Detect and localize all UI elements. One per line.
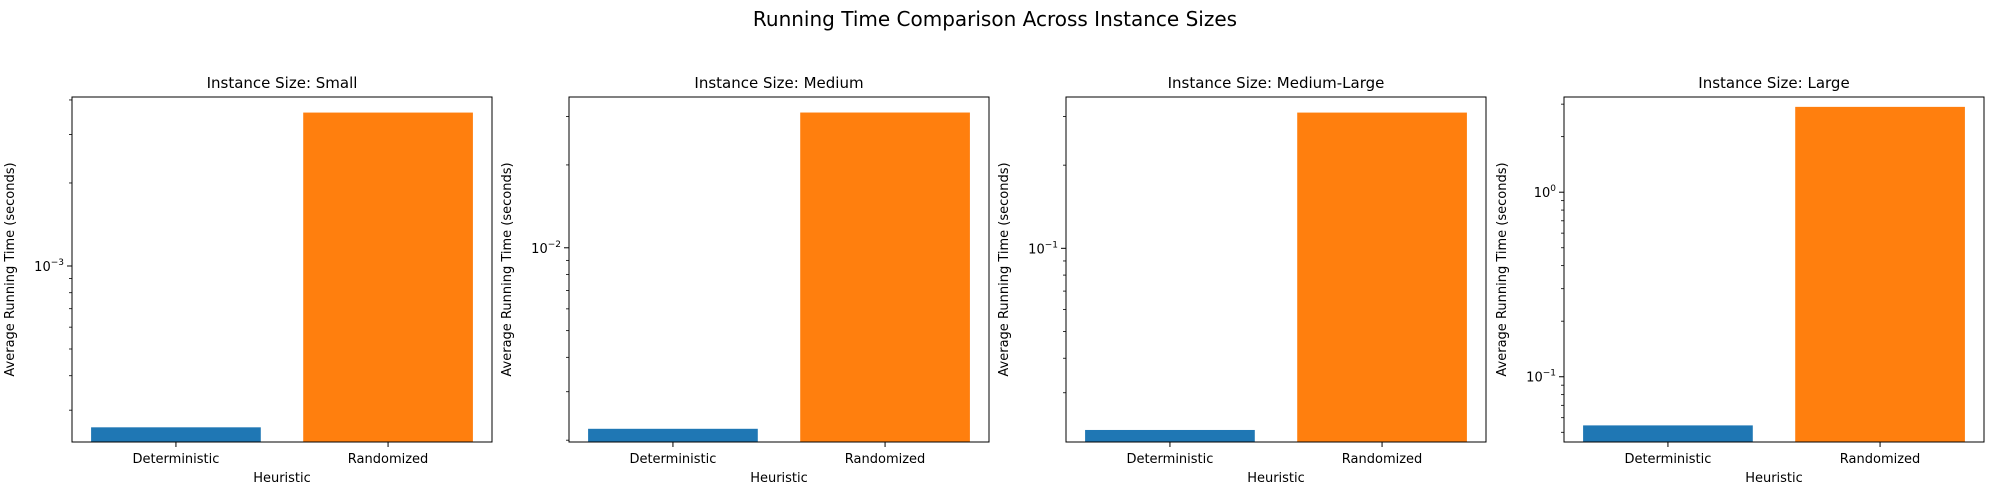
y-axis-label: Average Running Time (seconds): [1495, 162, 1510, 376]
x-axis-label: Heuristic: [1247, 471, 1305, 486]
y-tick-label: 10−2: [531, 240, 561, 257]
y-tick-label: 10−3: [34, 258, 64, 275]
subplot-1: Deterministic Randomized 10−3 Instance Size…: [3, 74, 493, 486]
x-axis-label: Heuristic: [1745, 471, 1803, 486]
subplot-title: Instance Size: Medium: [694, 74, 863, 92]
figure-title: Running Time Comparison Across Instance …: [753, 7, 1237, 31]
x-tick-label: Randomized: [1840, 452, 1921, 467]
x-tick-label: Deterministic: [629, 452, 716, 467]
x-axis-label: Heuristic: [750, 471, 808, 486]
x-axis-label: Heuristic: [253, 471, 311, 486]
axes-frame: [1563, 96, 1985, 443]
axes-frame: [568, 96, 990, 443]
subplot-4: Deterministic Randomized 10−1 100 Instance S…: [1495, 74, 1985, 486]
bar-randomized: [800, 112, 970, 442]
bar-randomized: [1795, 106, 1965, 443]
subplot-title: Instance Size: Small: [207, 74, 358, 92]
axes-frame: [1065, 96, 1487, 443]
bar-deterministic: [1583, 425, 1753, 442]
x-tick-label: Deterministic: [1624, 452, 1711, 467]
axes-frame: [71, 96, 493, 443]
subplot-3: Deterministic Randomized 10−1 Instance Size…: [997, 74, 1487, 486]
y-tick-label: 10−1: [1526, 369, 1556, 386]
bar-deterministic: [588, 428, 758, 442]
y-tick-label: 100: [1534, 184, 1557, 201]
x-tick-label: Randomized: [348, 452, 429, 467]
y-axis-label: Average Running Time (seconds): [500, 162, 515, 376]
bar-deterministic: [91, 427, 261, 442]
y-axis-label: Average Running Time (seconds): [997, 162, 1012, 376]
x-tick-label: Randomized: [1342, 452, 1423, 467]
bar-randomized: [303, 112, 473, 443]
y-axis-label: Average Running Time (seconds): [3, 162, 18, 376]
bar-deterministic: [1085, 429, 1255, 442]
x-tick-label: Randomized: [845, 452, 926, 467]
subplot-title: Instance Size: Medium-Large: [1168, 74, 1385, 92]
subplot-title: Instance Size: Large: [1698, 74, 1849, 92]
y-tick-label: 10−1: [1028, 240, 1058, 257]
x-tick-label: Deterministic: [132, 452, 219, 467]
x-tick-label: Deterministic: [1126, 452, 1213, 467]
subplot-2: Deterministic Randomized 10−2 Instance Size…: [500, 74, 990, 486]
bar-randomized: [1297, 112, 1467, 442]
